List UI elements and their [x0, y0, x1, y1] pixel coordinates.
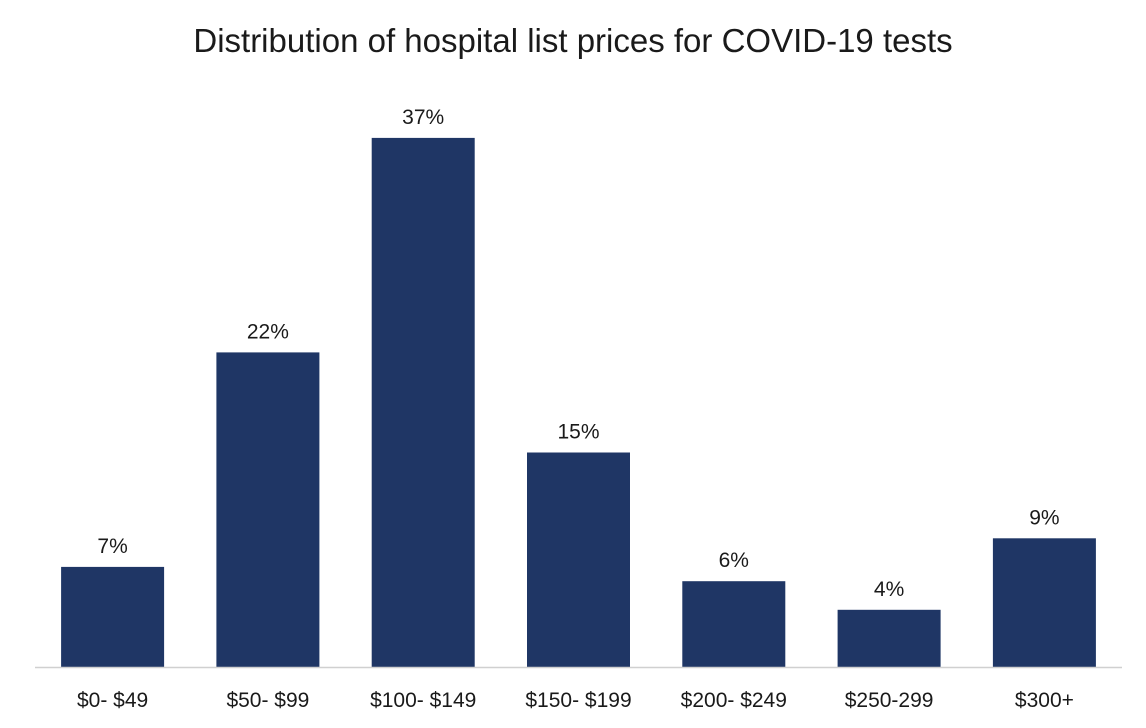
bar-value-label: 4%: [874, 578, 904, 601]
bar-value-label: 9%: [1029, 506, 1059, 529]
x-tick-label: $200- $249: [681, 689, 787, 712]
bar: [837, 609, 941, 667]
bar: [992, 538, 1096, 667]
x-tick-labels-group: $0- $49 $50- $99 $100- $149 $150- $199 $200-…: [77, 689, 1074, 712]
bar-value-label: 15%: [557, 421, 599, 444]
x-tick-label: $100- $149: [370, 689, 476, 712]
bar: [61, 566, 165, 667]
x-tick-label: $50- $99: [226, 689, 309, 712]
bar-value-label: 22%: [247, 320, 289, 343]
x-tick-label: $300+: [1015, 689, 1074, 712]
bar: [527, 452, 630, 667]
x-tick-label: $150- $199: [525, 689, 631, 712]
bar: [216, 352, 320, 667]
bar-value-label: 6%: [719, 549, 749, 572]
bar-value-label: 37%: [402, 106, 444, 129]
bars-group: [61, 137, 1096, 667]
chart-title: Distribution of hospital list prices for…: [193, 22, 953, 59]
bar-value-label: 7%: [97, 535, 127, 558]
bar: [371, 137, 475, 667]
value-labels-group: 7% 22% 37% 15% 6% 4% 9%: [97, 106, 1059, 601]
x-tick-label: $250-299: [845, 689, 934, 712]
bar: [682, 581, 786, 667]
x-tick-label: $0- $49: [77, 689, 148, 712]
